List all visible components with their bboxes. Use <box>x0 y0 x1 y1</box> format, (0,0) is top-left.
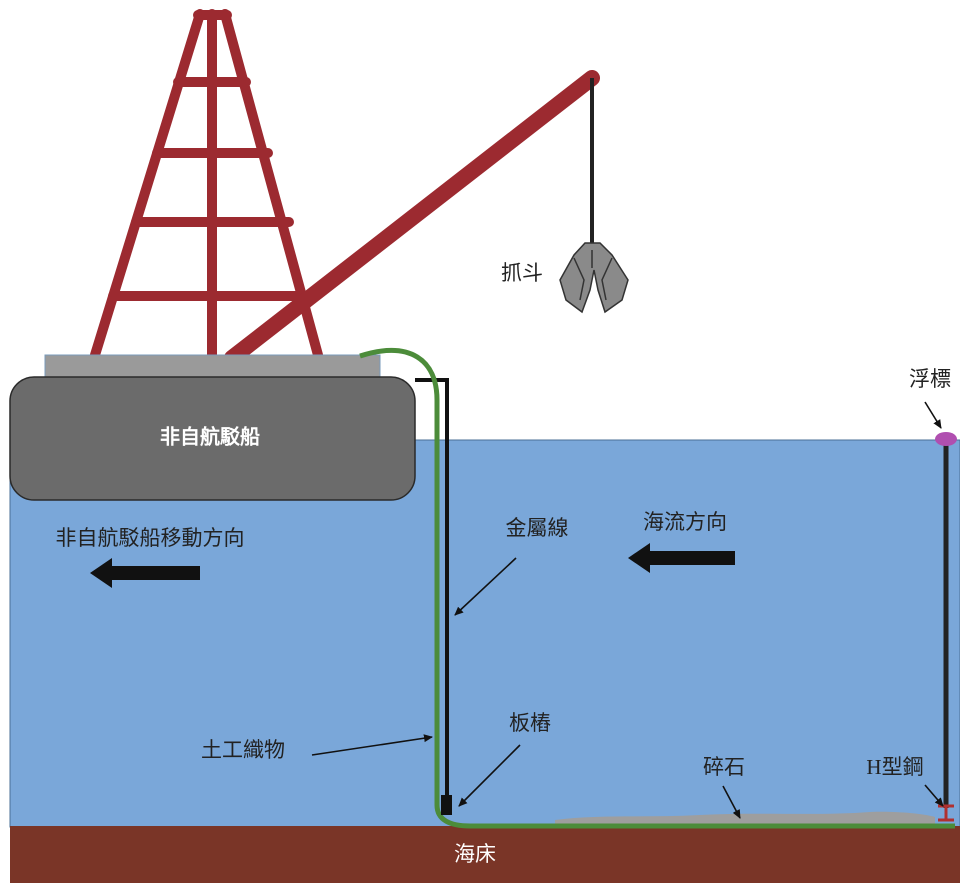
barge-direction-label: 非自航駁船移動方向 <box>56 526 245 550</box>
sheet-pile <box>441 795 452 815</box>
crane-tower <box>90 9 323 360</box>
pointer-arrows <box>311 401 944 819</box>
geotextile-label: 土工織物 <box>201 738 285 762</box>
current-direction-label: 海流方向 <box>643 510 727 534</box>
barge-direction-arrow <box>90 558 200 588</box>
grab-bucket <box>559 242 629 314</box>
barge-label: 非自航駁船 <box>160 425 260 449</box>
seabed <box>10 826 960 883</box>
h-steel-label: H型鋼 <box>866 755 923 779</box>
seabed-label: 海床 <box>454 842 496 866</box>
gravel-label: 碎石 <box>703 755 745 779</box>
wire-label: 金屬線 <box>506 516 569 540</box>
metal-wire <box>415 378 449 800</box>
geotextile <box>359 348 955 829</box>
barge-hull <box>9 376 416 501</box>
current-direction-arrow <box>628 543 735 573</box>
buoy <box>935 432 957 446</box>
sheet-pile-label: 板樁 <box>509 711 551 735</box>
gravel <box>555 811 935 824</box>
grab-label: 抓斗 <box>501 261 543 285</box>
barge-deck <box>44 354 381 380</box>
buoy-label: 浮標 <box>909 367 951 391</box>
water <box>9 439 960 828</box>
boom <box>224 70 600 366</box>
